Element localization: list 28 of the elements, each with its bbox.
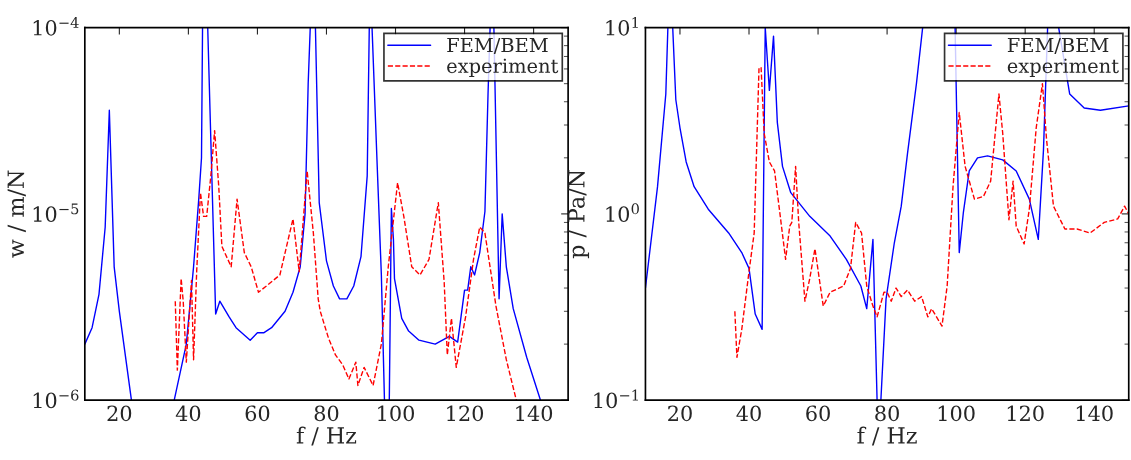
x-tick-label: 80 — [875, 405, 899, 422]
x-axis-title: f / Hz — [857, 426, 917, 446]
x-tick-label: 100 — [378, 405, 415, 422]
legend-label: experiment — [447, 58, 559, 77]
x-tick-label: 60 — [245, 405, 270, 422]
x-tick-label: 40 — [175, 405, 201, 422]
x-tick-label: 140 — [516, 405, 553, 422]
x-tick-label: 80 — [314, 405, 339, 422]
x-tick-label: 140 — [1076, 405, 1113, 422]
y-axis-title: w / m/N — [7, 170, 26, 258]
x-tick-label: 100 — [938, 405, 975, 422]
x-axis-title: f / Hz — [296, 426, 357, 446]
x-tick-label: 20 — [107, 405, 132, 422]
y-tick-label: 10$^{−6}$ — [33, 389, 79, 409]
y-tick-label: 10$^{0}$ — [606, 203, 639, 222]
legend-label: FEM/BEM — [447, 37, 548, 54]
x-tick-label: 40 — [736, 405, 761, 422]
y-axis-title: p / Pa/N — [568, 169, 590, 259]
x-tick-label: 120 — [447, 405, 484, 422]
y-tick-label: 10$^{1}$ — [606, 16, 638, 36]
legend-label: experiment — [1007, 58, 1119, 77]
x-tick-label: 20 — [668, 405, 692, 422]
x-tick-label: 60 — [806, 405, 830, 422]
y-tick-label: 10$^{−1}$ — [594, 389, 638, 409]
x-tick-label: 120 — [1007, 405, 1044, 422]
y-tick-label: 10$^{−4}$ — [33, 16, 79, 36]
legend-label: FEM/BEM — [1007, 37, 1109, 54]
y-tick-label: 10$^{−5}$ — [33, 203, 79, 222]
